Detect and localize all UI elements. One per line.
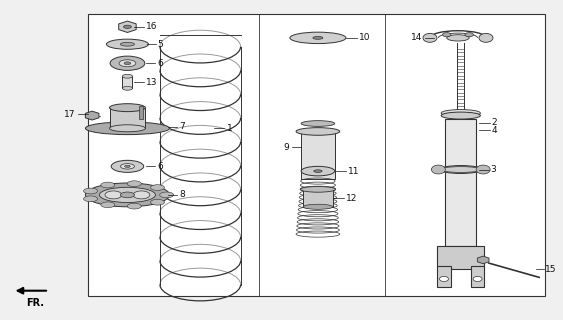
Ellipse shape	[124, 165, 130, 167]
Ellipse shape	[83, 196, 97, 202]
Bar	[437, 266, 451, 287]
Text: 7: 7	[179, 122, 185, 131]
Ellipse shape	[301, 166, 335, 176]
Ellipse shape	[86, 122, 169, 135]
Bar	[445, 119, 476, 246]
Ellipse shape	[301, 187, 336, 192]
Ellipse shape	[101, 182, 115, 188]
Text: 1: 1	[226, 124, 233, 133]
Text: 6: 6	[157, 59, 163, 68]
Text: 15: 15	[546, 265, 557, 274]
Ellipse shape	[160, 192, 173, 198]
Ellipse shape	[479, 33, 493, 42]
Ellipse shape	[423, 33, 437, 42]
Ellipse shape	[301, 121, 335, 126]
Ellipse shape	[122, 86, 132, 90]
Text: FR.: FR.	[26, 298, 44, 308]
Ellipse shape	[133, 191, 150, 199]
Ellipse shape	[127, 181, 141, 187]
Bar	[110, 108, 145, 128]
Ellipse shape	[473, 276, 482, 282]
Text: 17: 17	[64, 109, 76, 118]
Ellipse shape	[431, 165, 445, 174]
Bar	[122, 76, 132, 88]
Ellipse shape	[106, 39, 149, 49]
Text: 16: 16	[146, 22, 158, 31]
Bar	[301, 132, 335, 179]
Ellipse shape	[447, 35, 469, 41]
Ellipse shape	[443, 33, 451, 37]
Text: 6: 6	[157, 162, 163, 171]
Ellipse shape	[100, 187, 155, 203]
Ellipse shape	[303, 204, 333, 209]
Bar	[471, 266, 484, 287]
Text: 14: 14	[412, 33, 423, 42]
Ellipse shape	[83, 188, 97, 194]
Ellipse shape	[110, 104, 145, 112]
Ellipse shape	[314, 170, 322, 172]
Ellipse shape	[440, 165, 482, 173]
Ellipse shape	[313, 36, 323, 39]
Ellipse shape	[105, 191, 122, 199]
Ellipse shape	[290, 32, 346, 44]
Text: 12: 12	[346, 194, 358, 203]
Ellipse shape	[111, 160, 144, 172]
Bar	[138, 106, 143, 119]
Text: 11: 11	[347, 167, 359, 176]
Bar	[437, 246, 484, 269]
Bar	[303, 189, 333, 207]
Bar	[88, 14, 545, 296]
Ellipse shape	[122, 74, 132, 78]
Ellipse shape	[150, 185, 164, 190]
Ellipse shape	[124, 62, 131, 65]
Ellipse shape	[120, 164, 135, 169]
Text: 13: 13	[146, 78, 158, 87]
Text: 8: 8	[179, 190, 185, 199]
Ellipse shape	[86, 183, 169, 207]
Text: 10: 10	[359, 33, 370, 42]
Ellipse shape	[440, 167, 482, 172]
Text: 2: 2	[491, 118, 497, 127]
Text: 4: 4	[491, 126, 497, 135]
Ellipse shape	[476, 165, 490, 174]
Ellipse shape	[296, 128, 339, 135]
Ellipse shape	[110, 56, 145, 70]
Ellipse shape	[440, 276, 449, 282]
Ellipse shape	[119, 60, 136, 67]
Ellipse shape	[110, 125, 145, 132]
Text: 9: 9	[284, 143, 289, 152]
Ellipse shape	[150, 199, 164, 205]
Ellipse shape	[123, 25, 131, 28]
Ellipse shape	[441, 109, 480, 116]
Ellipse shape	[127, 203, 141, 209]
Text: 5: 5	[158, 40, 163, 49]
Ellipse shape	[101, 202, 115, 208]
Ellipse shape	[120, 42, 135, 46]
Text: 3: 3	[490, 165, 496, 174]
Ellipse shape	[465, 33, 473, 37]
Ellipse shape	[120, 192, 135, 198]
Ellipse shape	[441, 112, 480, 119]
